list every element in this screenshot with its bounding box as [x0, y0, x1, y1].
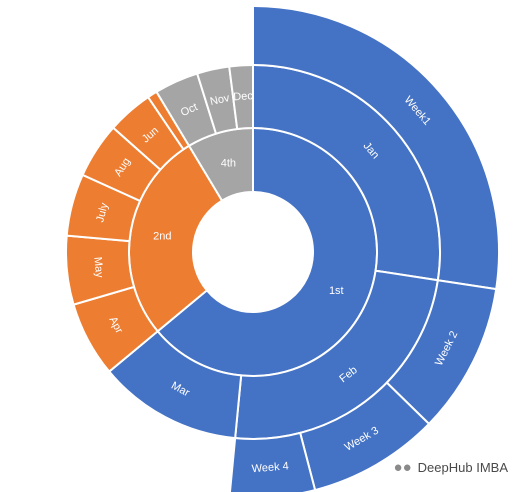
watermark-text: DeepHub IMBA — [417, 460, 508, 475]
label-2nd: 2nd — [153, 231, 171, 243]
wechat-icon: ●● — [393, 459, 412, 476]
label-4th: 4th — [221, 157, 236, 169]
label-week-4: Week 4 — [251, 460, 289, 475]
label-1st: 1st — [329, 285, 344, 297]
label-dec: Dec — [233, 90, 254, 103]
watermark: ●● DeepHub IMBA — [394, 459, 508, 476]
label-july: July — [94, 201, 111, 223]
label-may: May — [91, 256, 105, 278]
label-nov: Nov — [209, 92, 231, 108]
segment-dec — [228, 63, 254, 131]
segment-week-4 — [228, 431, 317, 492]
